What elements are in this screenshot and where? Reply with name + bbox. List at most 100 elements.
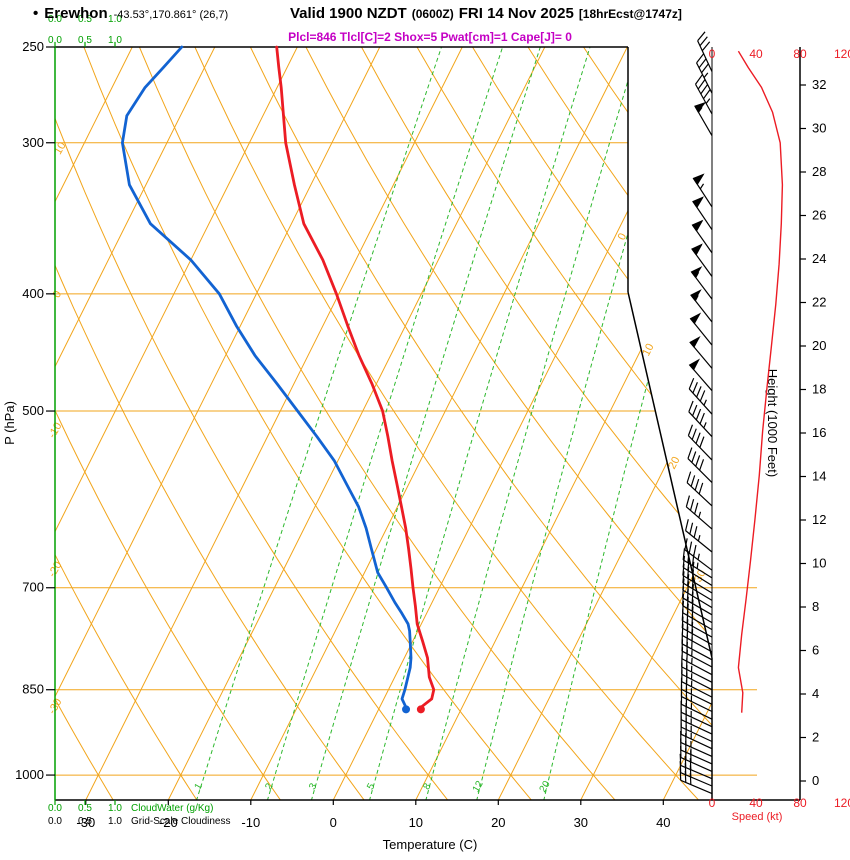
svg-text:120: 120 — [834, 47, 850, 61]
isobar-lines — [55, 142, 712, 412]
svg-text:12: 12 — [812, 512, 826, 527]
wind-barb — [684, 538, 713, 571]
svg-text:10: 10 — [640, 342, 656, 358]
svg-text:Temperature (C): Temperature (C) — [383, 837, 478, 852]
svg-text:24: 24 — [812, 251, 826, 266]
svg-text:2: 2 — [812, 730, 819, 745]
station-header: • Erewhon -43.53°,170.861° (26,7) — [33, 5, 228, 22]
svg-text:Speed (kt): Speed (kt) — [732, 811, 783, 823]
svg-text:0: 0 — [330, 815, 337, 830]
svg-text:300: 300 — [22, 135, 44, 150]
wind-barb — [684, 519, 713, 553]
svg-text:20: 20 — [538, 779, 553, 795]
valid-time-header: Valid 1900 NZDT (0600Z) FRI 14 Nov 2025 … — [290, 5, 682, 22]
temperature-axis: -30 -20 -10 0 10 20 30 40 Temperature (C) — [76, 800, 671, 852]
wind-barb — [682, 548, 713, 579]
wind-barb — [687, 447, 713, 484]
svg-text:P (hPa): P (hPa) — [2, 401, 17, 445]
svg-text:500: 500 — [22, 403, 44, 418]
svg-text:0.0: 0.0 — [48, 14, 62, 25]
svg-text:1.0: 1.0 — [108, 14, 122, 25]
station-coordinates: -43.53°,170.861° (26,7) — [113, 9, 229, 21]
valid-time: Valid 1900 NZDT — [290, 5, 407, 22]
svg-text:40: 40 — [749, 47, 763, 61]
svg-text:400: 400 — [22, 286, 44, 301]
forecast-hour-tag: [18hrEcst@1747z] — [578, 7, 682, 21]
wind-barb — [679, 768, 713, 795]
svg-text:10: 10 — [52, 140, 69, 157]
wind-barbs — [679, 31, 713, 795]
svg-text:40: 40 — [749, 796, 763, 810]
svg-text:850: 850 — [22, 682, 44, 697]
dewpoint-curve — [121, 45, 413, 709]
svg-text:0.5: 0.5 — [78, 14, 92, 25]
svg-text:80: 80 — [793, 796, 807, 810]
speed-axis: 0040408080120120Speed (kt) — [709, 47, 850, 823]
svg-text:1.0: 1.0 — [108, 816, 122, 827]
svg-text:3: 3 — [307, 781, 320, 792]
svg-text:30: 30 — [574, 815, 588, 830]
wind-barb — [686, 471, 713, 507]
svg-text:1000: 1000 — [15, 767, 44, 782]
wind-barb — [691, 219, 713, 254]
svg-text:0.0: 0.0 — [48, 35, 62, 46]
pressure-axis: 250 300 400 500 700 850 1000 P (hPa) — [2, 39, 55, 782]
svg-text:-30: -30 — [76, 815, 95, 830]
svg-text:10: 10 — [812, 556, 826, 571]
svg-text:26: 26 — [812, 208, 826, 223]
svg-text:2: 2 — [263, 781, 276, 792]
wind-barb — [691, 243, 713, 277]
svg-text:120: 120 — [834, 796, 850, 810]
svg-text:30: 30 — [812, 121, 826, 136]
valid-date: FRI 14 Nov 2025 — [458, 5, 574, 22]
wind-barb — [694, 101, 713, 136]
svg-text:10: 10 — [409, 815, 423, 830]
svg-text:4: 4 — [812, 686, 819, 701]
wind-barb — [697, 31, 713, 72]
svg-text:1.0: 1.0 — [108, 803, 122, 814]
svg-text:0: 0 — [709, 47, 716, 61]
svg-text:12: 12 — [471, 779, 486, 795]
wind-barb — [696, 53, 713, 94]
svg-text:6: 6 — [812, 643, 819, 658]
station-bullet-icon: • — [33, 5, 39, 22]
svg-text:20: 20 — [666, 455, 682, 471]
isotherm-lines — [55, 47, 712, 800]
cloud-scales: 0.0 0.0 0.0 0.0 0.5 0.5 0.5 0.5 1.0 1.0 1.0 1.0 Clou… — [48, 14, 230, 827]
svg-text:16: 16 — [812, 425, 826, 440]
svg-text:0: 0 — [812, 773, 819, 788]
svg-text:0.0: 0.0 — [48, 803, 62, 814]
svg-text:0.0: 0.0 — [48, 816, 62, 827]
svg-text:0: 0 — [709, 796, 716, 810]
svg-text:1: 1 — [193, 781, 206, 792]
svg-text:5: 5 — [365, 781, 378, 792]
skewt-grid — [55, 47, 712, 800]
wind-speed-curve — [737, 50, 784, 713]
wind-barb — [688, 400, 713, 438]
wind-barb — [685, 495, 713, 530]
wind-barb — [688, 358, 713, 392]
svg-text:-10: -10 — [241, 815, 260, 830]
svg-text:0: 0 — [616, 231, 629, 242]
svg-text:700: 700 — [22, 580, 44, 595]
svg-text:20: 20 — [491, 815, 505, 830]
svg-text:CloudWater (g/Kg): CloudWater (g/Kg) — [131, 803, 213, 814]
svg-text:-20: -20 — [159, 815, 178, 830]
svg-text:0.5: 0.5 — [78, 803, 92, 814]
wind-barb — [694, 74, 713, 115]
wind-barb — [681, 600, 713, 631]
svg-text:0.5: 0.5 — [78, 816, 92, 827]
plot-frame — [55, 46, 801, 801]
svg-text:8: 8 — [812, 599, 819, 614]
wind-barb — [689, 312, 713, 346]
station-name: Erewhon — [44, 5, 108, 22]
surface-temperature-dot — [416, 705, 425, 714]
temperature-curve — [275, 45, 436, 709]
wind-barb — [681, 623, 713, 653]
valid-zulu-time: (0600Z) — [411, 7, 454, 21]
svg-text:40: 40 — [656, 815, 670, 830]
svg-text:1.0: 1.0 — [108, 35, 122, 46]
svg-text:32: 32 — [812, 77, 826, 92]
svg-text:22: 22 — [812, 295, 826, 310]
